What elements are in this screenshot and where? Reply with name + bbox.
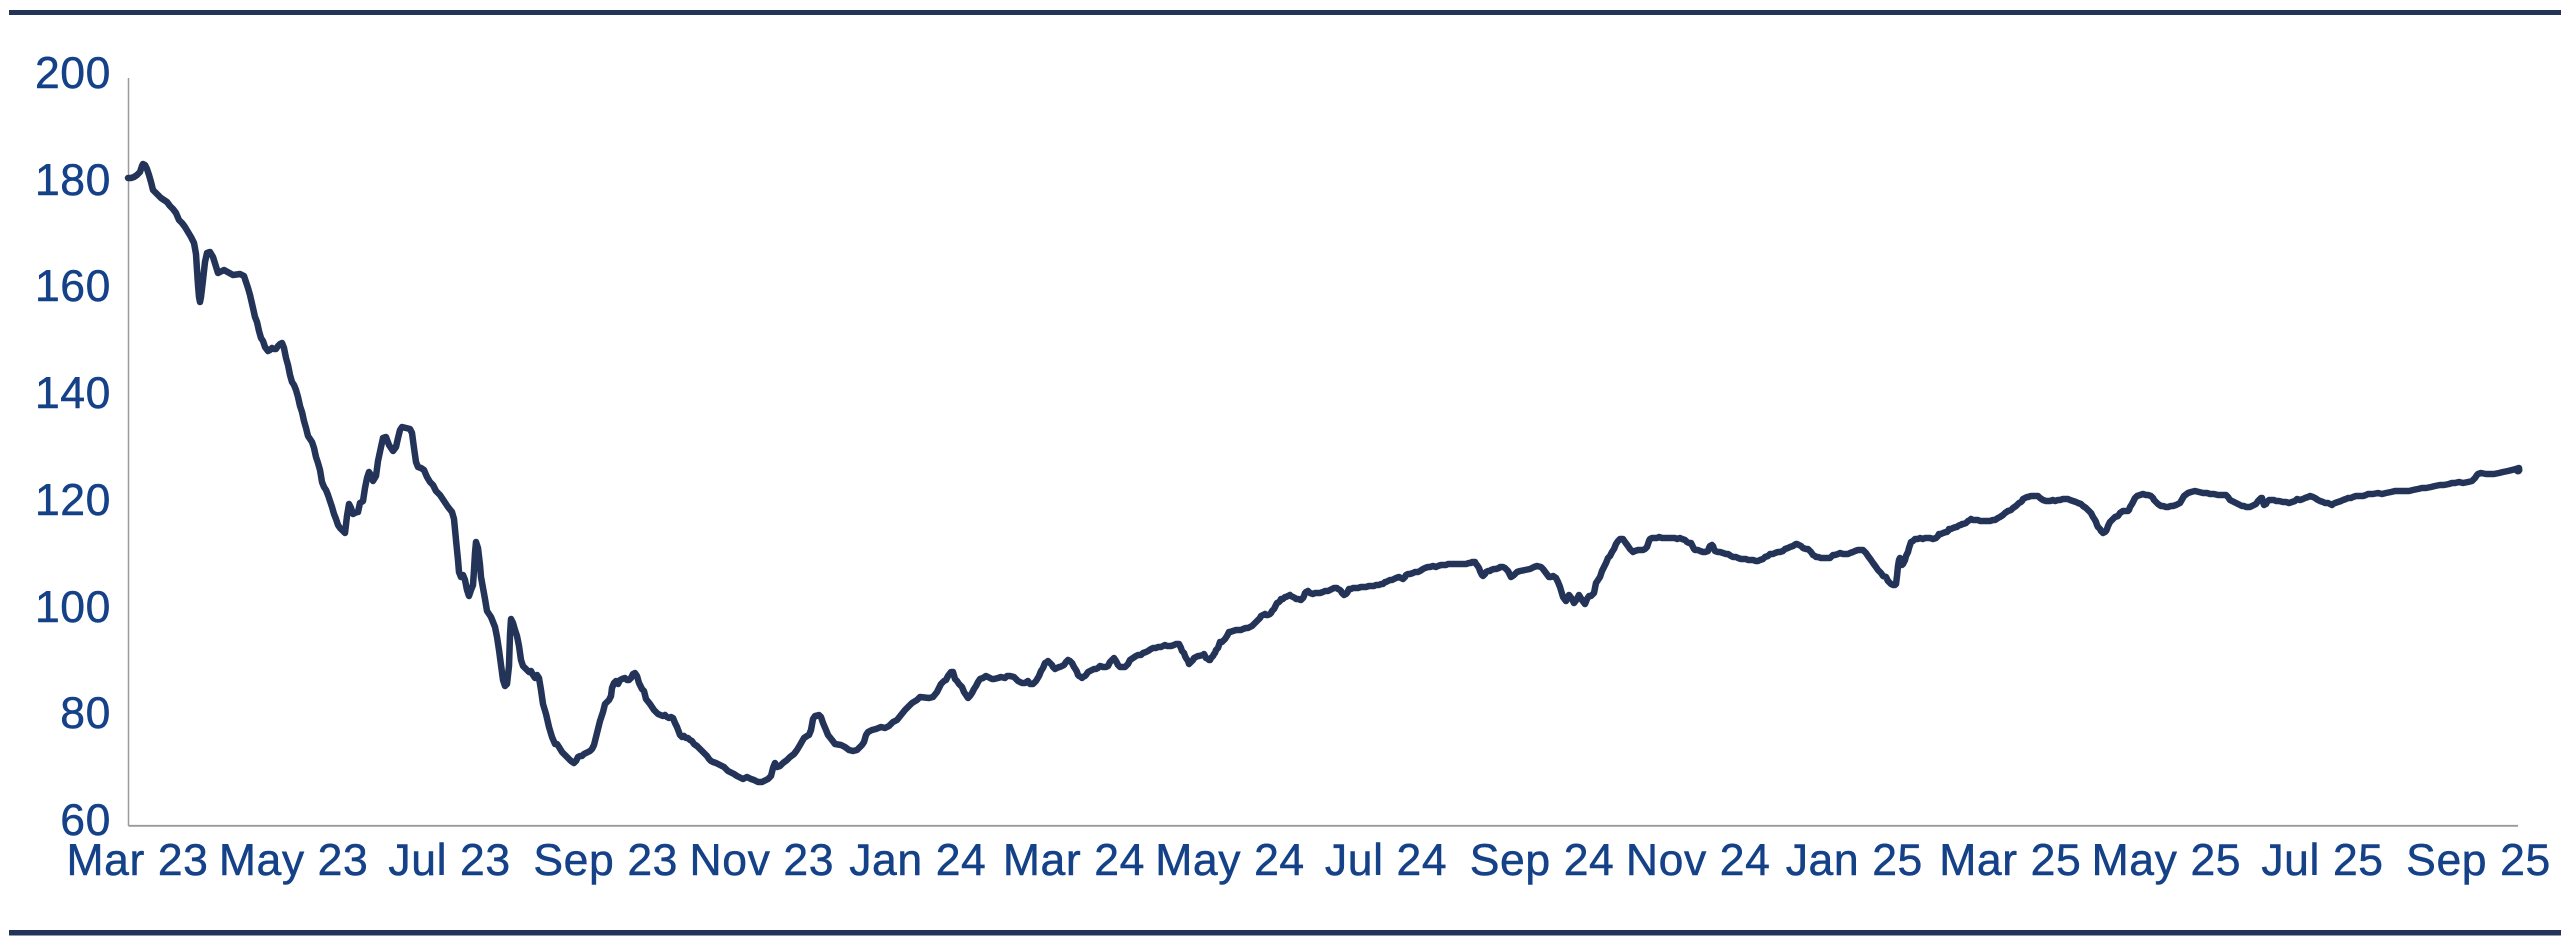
svg-text:Mar 25: Mar 25 [1939, 836, 2081, 885]
svg-text:120: 120 [35, 476, 111, 525]
svg-text:Jul 25: Jul 25 [2261, 836, 2383, 885]
svg-text:Jul 23: Jul 23 [388, 836, 510, 885]
svg-text:Sep 24: Sep 24 [1470, 836, 1615, 885]
svg-text:80: 80 [60, 689, 111, 738]
svg-text:Sep 23: Sep 23 [533, 836, 678, 885]
svg-text:160: 160 [35, 262, 111, 311]
svg-text:Sep 25: Sep 25 [2406, 836, 2551, 885]
svg-text:Mar 23: Mar 23 [66, 836, 208, 885]
svg-text:200: 200 [35, 49, 111, 98]
svg-text:100: 100 [35, 583, 111, 632]
svg-text:140: 140 [35, 369, 111, 418]
svg-text:180: 180 [35, 156, 111, 205]
svg-text:Mar 24: Mar 24 [1003, 836, 1145, 885]
svg-text:Jan 24: Jan 24 [849, 836, 986, 885]
svg-text:Jan 25: Jan 25 [1786, 836, 1923, 885]
svg-text:May 25: May 25 [2092, 836, 2242, 885]
svg-text:Nov 24: Nov 24 [1626, 836, 1771, 885]
svg-text:May 23: May 23 [219, 836, 369, 885]
svg-text:Nov 23: Nov 23 [689, 836, 834, 885]
svg-text:60: 60 [60, 796, 111, 845]
svg-text:Jul 24: Jul 24 [1325, 836, 1447, 885]
svg-text:May 24: May 24 [1155, 836, 1305, 885]
